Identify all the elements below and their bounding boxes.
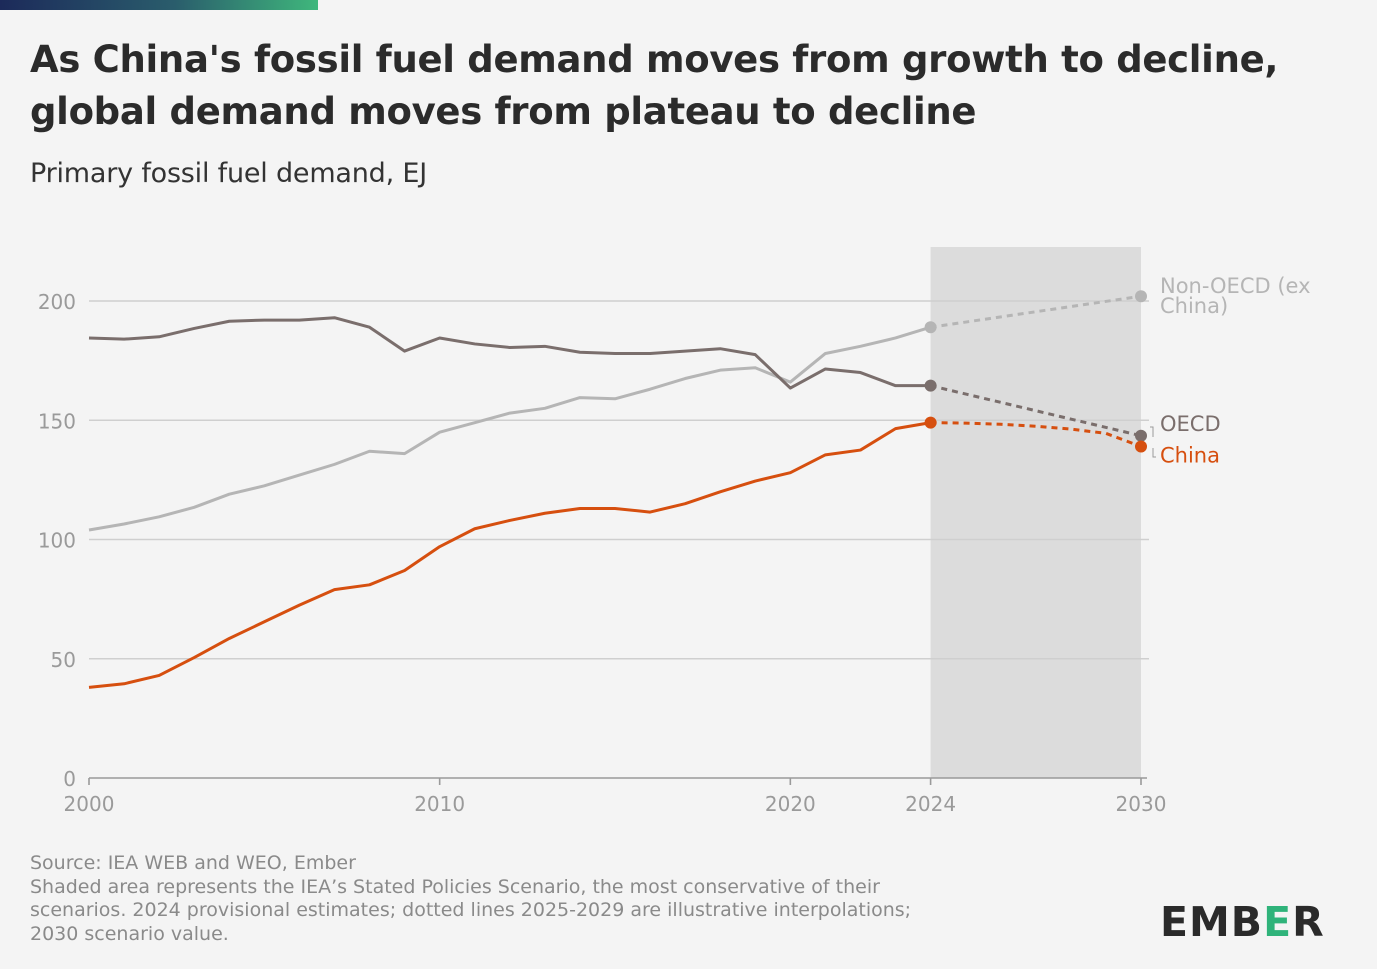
chart-notes: Source: IEA WEB and WEO, Ember Shaded ar… xyxy=(30,852,1080,946)
y-tick-label-150: 150 xyxy=(38,409,76,433)
china-label-connector xyxy=(1152,448,1156,458)
marker-2024-non-oecd-ex-china xyxy=(924,321,937,334)
ember-logo: EMBER xyxy=(1160,898,1325,946)
series-line-oecd xyxy=(88,316,931,390)
top-accent-bar xyxy=(0,0,318,10)
oecd-label-connector xyxy=(1150,426,1154,437)
series-projection-oecd xyxy=(930,384,1142,438)
series-label-oecd: OECD xyxy=(1160,412,1221,436)
x-tick-label-2020: 2020 xyxy=(765,792,816,816)
methodology-note-line-3: 2030 scenario value. xyxy=(30,922,229,945)
logo-text-e: E xyxy=(1263,898,1293,946)
logo-text-suffix: R xyxy=(1292,898,1325,946)
series-label-china: China xyxy=(1160,443,1220,467)
marker-2030-china xyxy=(1135,440,1147,453)
series-label-non-oecd-ex-china: Non-OECD (ex xyxy=(1160,274,1311,298)
x-tick-label-2024: 2024 xyxy=(905,792,956,816)
series-label-non-oecd-ex-china-line-2: China) xyxy=(1160,294,1228,318)
series-projection-non-oecd-ex-china xyxy=(930,294,1142,329)
series-line-china xyxy=(88,421,931,689)
chart-title: As China's fossil fuel demand moves from… xyxy=(30,38,1279,133)
y-tick-label-200: 200 xyxy=(38,290,76,314)
series-line-non-oecd-ex-china xyxy=(88,325,932,532)
x-tick-label-2010: 2010 xyxy=(414,792,465,816)
marker-2030-non-oecd-ex-china xyxy=(1135,290,1147,303)
line-chart: 0 50 100 150 200 2000 2010 2020 2024 2030 Non-OEC… xyxy=(38,247,1311,816)
logo-text-prefix: EMB xyxy=(1160,898,1264,946)
x-tick-label-2030: 2030 xyxy=(1116,792,1167,816)
x-tick-label-2000: 2000 xyxy=(64,792,115,816)
y-tick-label-100: 100 xyxy=(38,529,76,553)
methodology-note-line-1: Shaded area represents the IEA’s Stated … xyxy=(30,875,880,898)
marker-2024-china xyxy=(924,416,937,429)
series-projection-china xyxy=(930,421,1142,448)
scenario-shaded-area xyxy=(930,247,1141,778)
source-note: Source: IEA WEB and WEO, Ember xyxy=(30,852,356,874)
y-tick-label-0: 0 xyxy=(63,767,76,791)
methodology-note-line-2: scenarios. 2024 provisional estimates; d… xyxy=(30,899,912,921)
marker-2024-oecd xyxy=(924,379,937,392)
chart-subtitle: Primary fossil fuel demand, EJ xyxy=(30,158,428,189)
y-tick-label-50: 50 xyxy=(51,648,76,672)
marker-2030-oecd xyxy=(1135,429,1147,442)
